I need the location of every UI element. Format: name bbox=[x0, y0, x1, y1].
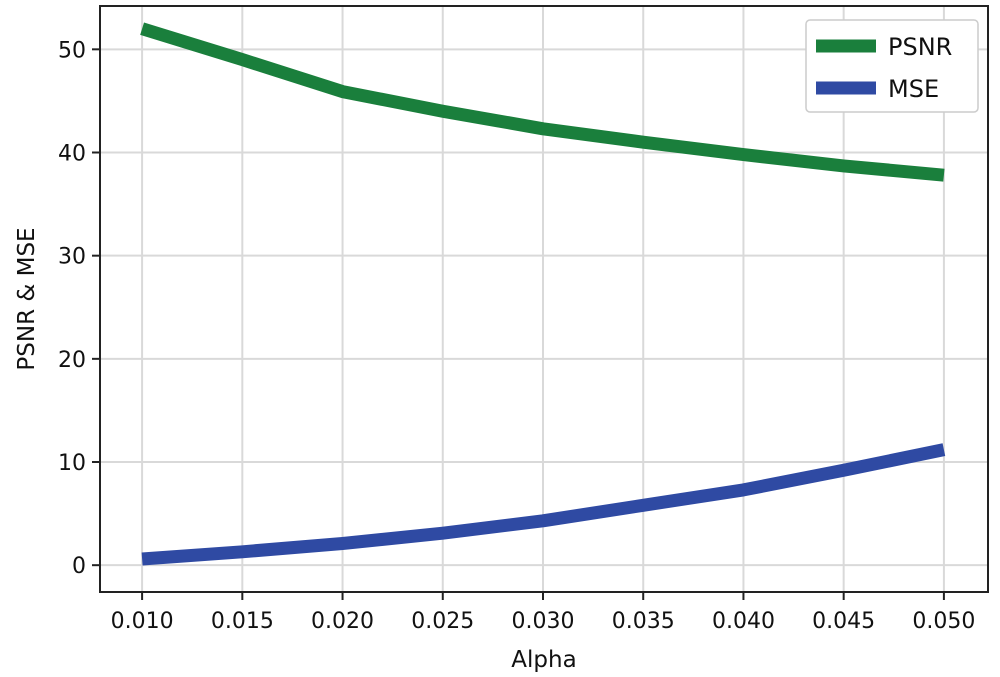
plot-frame bbox=[99, 5, 989, 593]
x-tick-label: 0.010 bbox=[111, 609, 174, 634]
y-tick-label: 10 bbox=[58, 451, 86, 476]
x-tick-label: 0.035 bbox=[612, 609, 675, 634]
x-tick-label: 0.040 bbox=[712, 609, 775, 634]
x-tick-label: 0.045 bbox=[812, 609, 875, 634]
axis-ticks: 0.010 0.015 0.020 0.025 0.030 0.035 0.040 0.045… bbox=[58, 38, 975, 634]
y-tick-label: 40 bbox=[58, 142, 86, 167]
y-tick-label: 20 bbox=[58, 348, 86, 373]
series-line-mse bbox=[141, 443, 946, 566]
x-tick-label: 0.025 bbox=[411, 609, 474, 634]
series-line-psnr bbox=[140, 22, 945, 182]
y-tick-label: 0 bbox=[72, 554, 86, 579]
legend-label-mse: MSE bbox=[888, 75, 939, 103]
legend-label-psnr: PSNR bbox=[888, 33, 952, 61]
y-tick-label: 30 bbox=[58, 245, 86, 270]
series-lines bbox=[140, 22, 946, 566]
y-axis-label: PSNR & MSE bbox=[14, 227, 40, 370]
x-tick-label: 0.020 bbox=[311, 609, 374, 634]
x-axis-label: Alpha bbox=[511, 647, 576, 673]
x-tick-label: 0.015 bbox=[211, 609, 274, 634]
y-tick-label: 50 bbox=[58, 38, 86, 63]
legend: PSNR MSE bbox=[805, 19, 979, 113]
grid bbox=[100, 6, 988, 592]
x-tick-label: 0.050 bbox=[912, 609, 975, 634]
x-tick-label: 0.030 bbox=[512, 609, 575, 634]
